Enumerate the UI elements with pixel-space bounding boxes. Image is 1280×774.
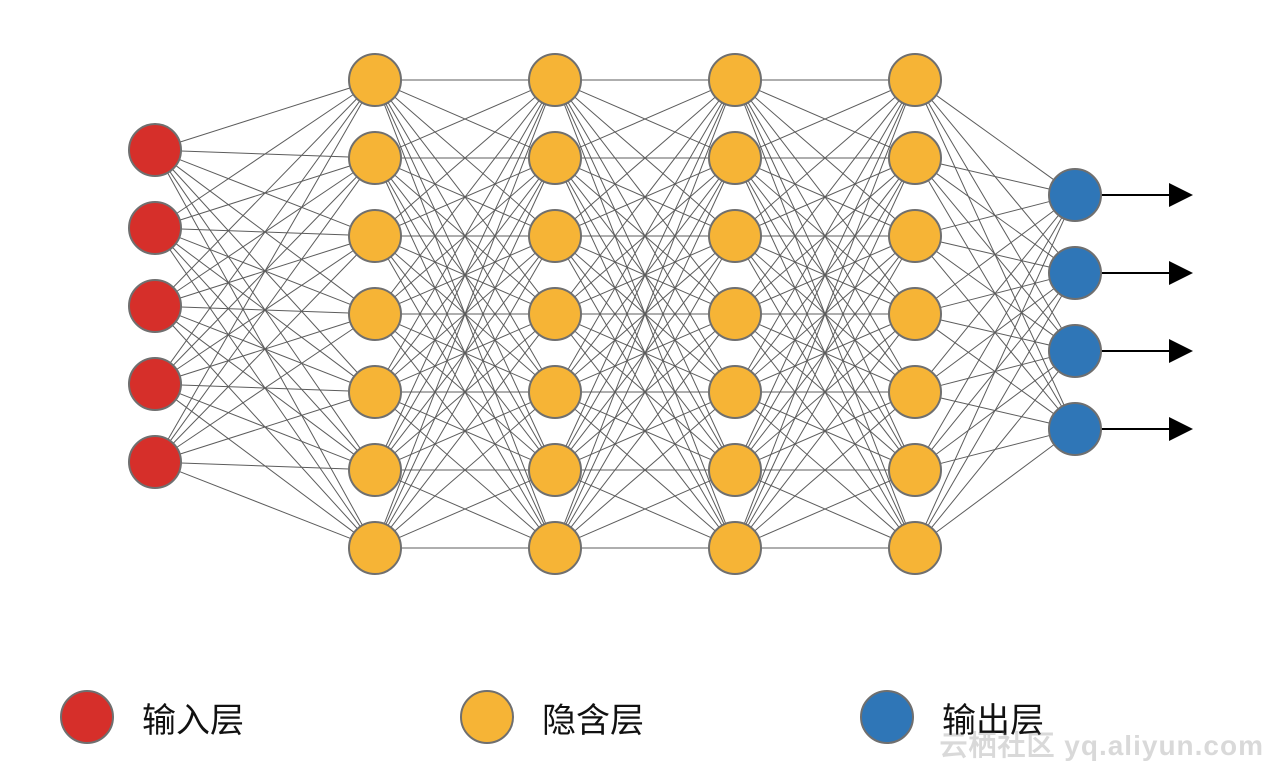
edge	[928, 295, 1062, 525]
hidden-node	[709, 210, 761, 262]
hidden-node	[709, 522, 761, 574]
edge	[926, 219, 1065, 525]
hidden-node	[529, 210, 581, 262]
legend-swatch-icon	[860, 690, 914, 744]
edge	[177, 329, 354, 448]
legend-item: 隐含层	[460, 690, 644, 744]
edge	[170, 101, 360, 363]
hidden-node	[349, 366, 401, 418]
hidden-node	[889, 444, 941, 496]
hidden-node	[889, 54, 941, 106]
edge	[181, 463, 349, 469]
hidden-node	[529, 522, 581, 574]
edge	[931, 215, 1058, 372]
hidden-node	[709, 444, 761, 496]
hidden-node	[709, 132, 761, 184]
output-node	[1049, 325, 1101, 377]
edge	[179, 471, 351, 538]
input-node	[129, 280, 181, 332]
edge	[177, 95, 354, 214]
hidden-node	[529, 444, 581, 496]
hidden-node	[889, 522, 941, 574]
edge	[173, 255, 357, 444]
hidden-node	[349, 210, 401, 262]
hidden-node	[349, 54, 401, 106]
input-node	[129, 202, 181, 254]
neural-network-diagram	[0, 0, 1280, 640]
hidden-node	[529, 288, 581, 340]
hidden-node	[709, 366, 761, 418]
hidden-node	[349, 522, 401, 574]
hidden-node	[349, 132, 401, 184]
edge	[173, 99, 357, 288]
hidden-node	[889, 366, 941, 418]
hidden-node	[529, 54, 581, 106]
edge	[940, 164, 1049, 189]
edge	[170, 179, 360, 441]
hidden-node	[889, 210, 941, 262]
edge	[168, 103, 362, 440]
input-node	[129, 124, 181, 176]
input-node	[129, 358, 181, 410]
hidden-node	[889, 288, 941, 340]
legend-label: 隐含层	[542, 693, 644, 742]
output-arrows-group	[1101, 195, 1191, 429]
legend-swatch-icon	[60, 690, 114, 744]
edge	[931, 371, 1058, 528]
hidden-node	[889, 132, 941, 184]
hidden-node	[349, 288, 401, 340]
legend-label: 输入层	[142, 693, 244, 742]
hidden-node	[709, 288, 761, 340]
input-node	[129, 436, 181, 488]
output-node	[1049, 169, 1101, 221]
edge	[180, 400, 350, 454]
output-node	[1049, 403, 1101, 455]
hidden-node	[529, 366, 581, 418]
watermark-text: 云栖社区 yq.aliyun.com	[940, 724, 1265, 764]
edge	[928, 217, 1062, 447]
edge	[940, 201, 1050, 229]
legend-swatch-icon	[460, 690, 514, 744]
hidden-node	[709, 54, 761, 106]
legend-item: 输入层	[60, 690, 244, 744]
hidden-node	[349, 444, 401, 496]
edge	[180, 88, 350, 142]
hidden-node	[529, 132, 581, 184]
output-node	[1049, 247, 1101, 299]
edge	[936, 445, 1054, 533]
